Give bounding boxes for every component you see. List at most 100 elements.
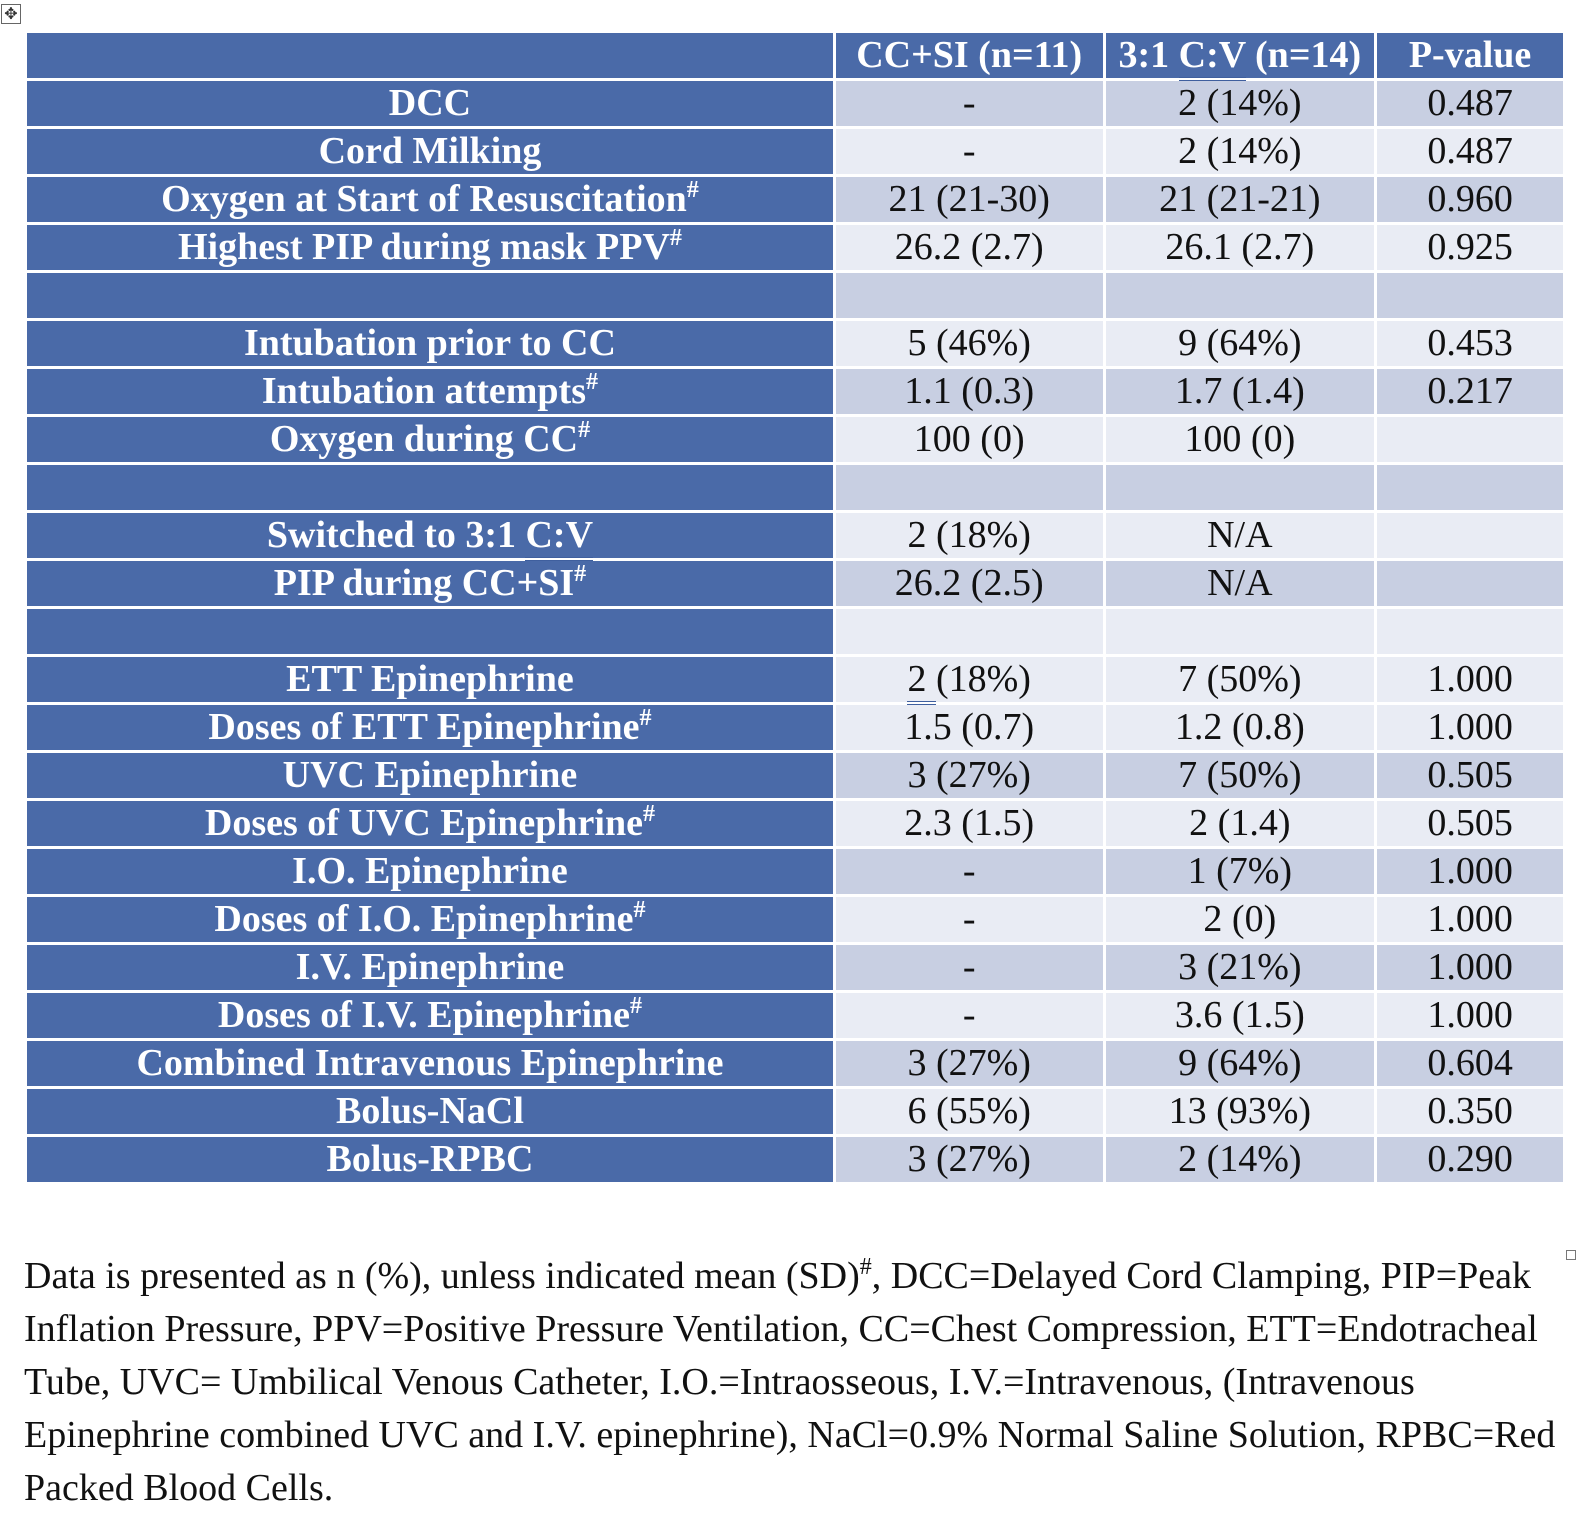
cc-si-value: - <box>835 897 1103 942</box>
row-label: UVC Epinephrine <box>27 753 833 798</box>
cc-si-value: 1.1 (0.3) <box>835 369 1103 414</box>
cc-si-value: 2.3 (1.5) <box>835 801 1103 846</box>
p-value: 0.350 <box>1377 1089 1563 1134</box>
p-value: 0.960 <box>1377 177 1563 222</box>
table-row: Doses of ETT Epinephrine# 1.5 (0.7) 1.2 … <box>27 705 1563 750</box>
row-label: Oxygen during CC# <box>27 417 833 462</box>
p-value: 0.453 <box>1377 321 1563 366</box>
results-table: CC+SI (n=11) 3:1 C:V (n=14) P-value DCC … <box>24 30 1566 1185</box>
row-label <box>27 273 833 318</box>
table-row: Doses of I.V. Epinephrine# - 3.6 (1.5) 1… <box>27 993 1563 1038</box>
p-value <box>1377 417 1563 462</box>
cc-si-value: 21 (21-30) <box>835 177 1103 222</box>
cc-si-value: - <box>835 993 1103 1038</box>
table-row: Bolus-RPBC 3 (27%) 2 (14%) 0.290 <box>27 1137 1563 1182</box>
row-label: I.O. Epinephrine <box>27 849 833 894</box>
cv-value: 1 (7%) <box>1105 849 1375 894</box>
cv-value <box>1105 609 1375 654</box>
cv-value: 9 (64%) <box>1105 321 1375 366</box>
cc-si-value: 2 (18%) <box>835 657 1103 705</box>
cc-si-value: 26.2 (2.5) <box>835 561 1103 606</box>
p-value: 0.290 <box>1377 1137 1563 1182</box>
header-3-1-cv: 3:1 C:V (n=14) <box>1105 33 1375 81</box>
p-value: 0.925 <box>1377 225 1563 270</box>
cc-si-value: 6 (55%) <box>835 1089 1103 1134</box>
cc-si-value: 5 (46%) <box>835 321 1103 366</box>
table-row: I.O. Epinephrine - 1 (7%) 1.000 <box>27 849 1563 894</box>
cc-si-value <box>835 273 1103 318</box>
cv-value: 9 (64%) <box>1105 1041 1375 1086</box>
row-label <box>27 609 833 654</box>
p-value <box>1377 609 1563 654</box>
table-row: ETT Epinephrine 2 (18%) 7 (50%) 1.000 <box>27 657 1563 705</box>
cc-si-value: - <box>835 849 1103 894</box>
cc-si-value: 3 (27%) <box>835 1137 1103 1182</box>
row-label: Bolus-RPBC <box>27 1137 833 1182</box>
p-value: 1.000 <box>1377 945 1563 990</box>
cc-si-value: 1.5 (0.7) <box>835 705 1103 750</box>
cv-value: 13 (93%) <box>1105 1089 1375 1134</box>
table-row: Intubation prior to CC 5 (46%) 9 (64%) 0… <box>27 321 1563 366</box>
p-value: 1.000 <box>1377 849 1563 894</box>
underlined-value: 2 <box>907 658 936 705</box>
cv-value: 3.6 (1.5) <box>1105 993 1375 1038</box>
cv-value: 1.7 (1.4) <box>1105 369 1375 414</box>
row-label: DCC <box>27 81 833 126</box>
row-label: Doses of UVC Epinephrine# <box>27 801 833 846</box>
cv-value: 1.2 (0.8) <box>1105 705 1375 750</box>
cv-value: 26.1 (2.7) <box>1105 225 1375 270</box>
row-label: Intubation prior to CC <box>27 321 833 366</box>
p-value <box>1377 465 1563 510</box>
table-row: Bolus-NaCl 6 (55%) 13 (93%) 0.350 <box>27 1089 1563 1134</box>
p-value: 0.505 <box>1377 753 1563 798</box>
row-label: Highest PIP during mask PPV# <box>27 225 833 270</box>
table-row: Oxygen at Start of Resuscitation# 21 (21… <box>27 177 1563 222</box>
table-row: Doses of UVC Epinephrine# 2.3 (1.5) 2 (1… <box>27 801 1563 846</box>
p-value <box>1377 273 1563 318</box>
cv-underlined-text: C:V <box>525 514 594 561</box>
p-value: 1.000 <box>1377 897 1563 942</box>
cc-si-value: - <box>835 129 1103 174</box>
cc-si-value: 100 (0) <box>835 417 1103 462</box>
table-row: DCC - 2 (14%) 0.487 <box>27 81 1563 126</box>
p-value: 1.000 <box>1377 705 1563 750</box>
header-blank <box>27 33 833 78</box>
cc-si-value: 3 (27%) <box>835 753 1103 798</box>
cv-underlined-text: C:V <box>1178 34 1246 81</box>
row-label: Doses of I.O. Epinephrine# <box>27 897 833 942</box>
p-value: 0.217 <box>1377 369 1563 414</box>
p-value <box>1377 561 1563 606</box>
table-move-handle-icon[interactable]: ✥ <box>1 4 21 24</box>
cv-value: 21 (21-21) <box>1105 177 1375 222</box>
table-footnote: Data is presented as n (%), unless indic… <box>24 1254 1556 1509</box>
row-label: I.V. Epinephrine <box>27 945 833 990</box>
cc-si-value: - <box>835 81 1103 126</box>
row-label: Oxygen at Start of Resuscitation# <box>27 177 833 222</box>
row-label: PIP during CC+SI# <box>27 561 833 606</box>
cv-value: 100 (0) <box>1105 417 1375 462</box>
table-row: Oxygen during CC# 100 (0) 100 (0) <box>27 417 1563 462</box>
p-value <box>1377 513 1563 558</box>
cv-value <box>1105 273 1375 318</box>
header-cc-si: CC+SI (n=11) <box>835 33 1103 78</box>
table-resize-handle[interactable] <box>1566 1250 1576 1260</box>
table-row: Switched to 3:1 C:V 2 (18%) N/A <box>27 513 1563 561</box>
cv-value: 3 (21%) <box>1105 945 1375 990</box>
cv-value: 7 (50%) <box>1105 753 1375 798</box>
row-label: Combined Intravenous Epinephrine <box>27 1041 833 1086</box>
cv-value: 2 (14%) <box>1105 129 1375 174</box>
row-label: Switched to 3:1 C:V <box>27 513 833 561</box>
table-row: Doses of I.O. Epinephrine# - 2 (0) 1.000 <box>27 897 1563 942</box>
table-row: Highest PIP during mask PPV# 26.2 (2.7) … <box>27 225 1563 270</box>
p-value: 1.000 <box>1377 993 1563 1038</box>
row-label <box>27 465 833 510</box>
p-value: 0.487 <box>1377 129 1563 174</box>
cv-value: 7 (50%) <box>1105 657 1375 702</box>
p-value: 0.505 <box>1377 801 1563 846</box>
p-value: 1.000 <box>1377 657 1563 702</box>
spacer-row <box>27 273 1563 318</box>
spacer-row <box>27 609 1563 654</box>
cv-value: 2 (1.4) <box>1105 801 1375 846</box>
table-row: PIP during CC+SI# 26.2 (2.5) N/A <box>27 561 1563 606</box>
cc-si-value: 2 (18%) <box>835 513 1103 558</box>
